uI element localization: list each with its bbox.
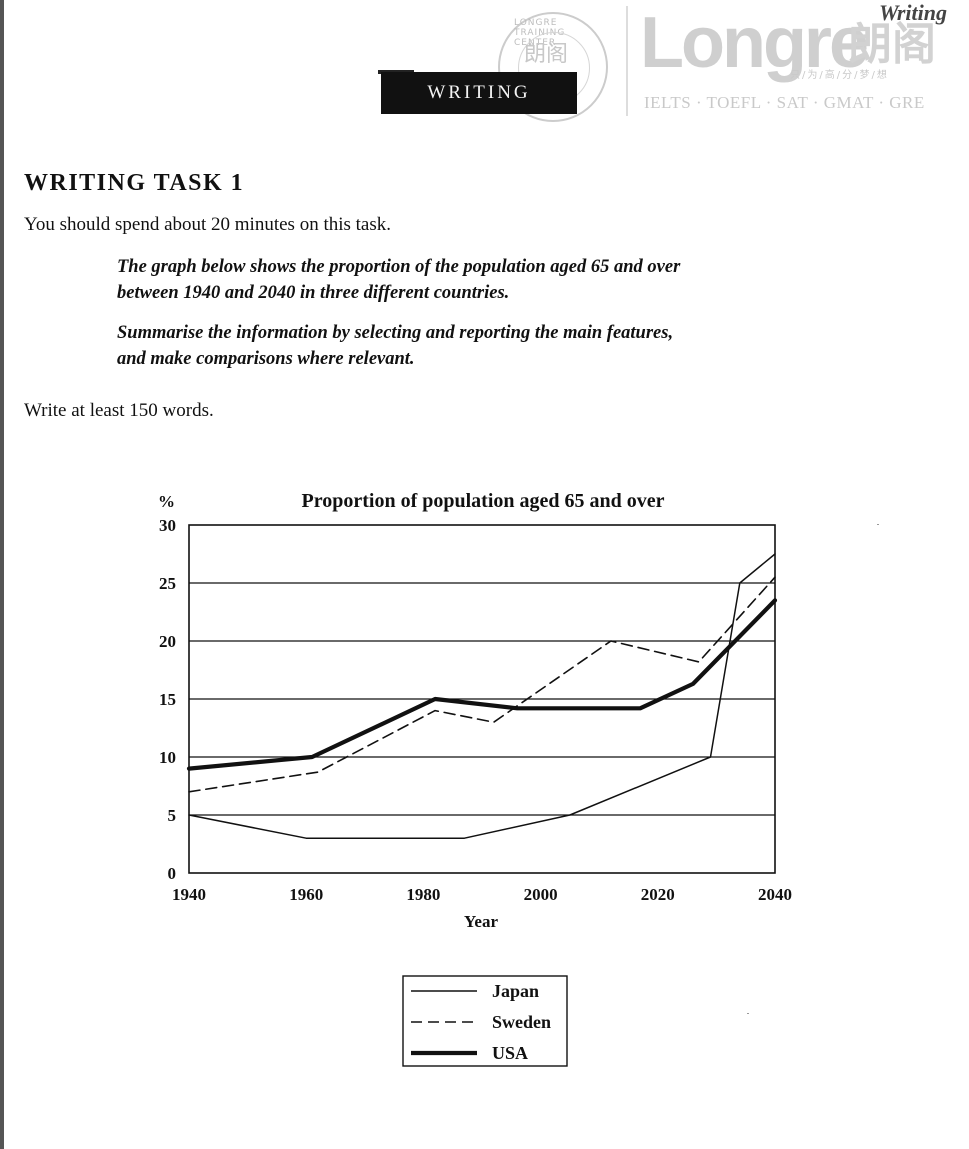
time-instruction: You should spend about 20 minutes on thi… — [24, 214, 392, 235]
y-tick-label: 25 — [159, 574, 176, 593]
chart-plot-area: 0 5 10 15 20 25 30 1940 1960 1980 2000 2020 2040 — [159, 516, 792, 904]
y-tick-label: 30 — [159, 516, 176, 535]
y-axis-unit-label: % — [158, 492, 175, 511]
x-tick-label: 1980 — [406, 885, 440, 904]
chart-legend: Japan Sweden USA — [402, 975, 568, 1067]
y-tick-label: 10 — [159, 748, 176, 767]
seal-character: 朗阁 — [524, 42, 569, 67]
y-tick-label: 0 — [168, 864, 177, 883]
task-prompt-description: The graph below shows the proportion of … — [117, 254, 857, 306]
scan-speck — [877, 524, 879, 525]
x-tick-label: 2000 — [524, 885, 558, 904]
chart-title: Proportion of population aged 65 and ove… — [302, 490, 665, 512]
series-line-japan — [188, 553, 776, 839]
legend-label-japan: Japan — [492, 981, 539, 1001]
prompt-line: and make comparisons where relevant. — [117, 349, 415, 369]
brand-slogan: 只/为/高/分/梦/想 — [790, 70, 889, 81]
task-prompt-instruction: Summarise the information by selecting a… — [117, 320, 857, 372]
plot-frame — [188, 524, 776, 874]
x-tick-label: 1940 — [172, 885, 206, 904]
brand-chinese-name: 朗阁 — [848, 19, 936, 70]
legend-label-usa: USA — [492, 1043, 528, 1063]
prompt-line: between 1940 and 2040 in three different… — [117, 283, 510, 303]
x-axis-label: Year — [464, 912, 498, 931]
legend-label-sweden: Sweden — [492, 1012, 551, 1032]
scan-speck — [747, 1013, 749, 1014]
x-tick-label: 2020 — [641, 885, 675, 904]
watermark-divider — [626, 6, 628, 116]
y-tick-label: 20 — [159, 632, 176, 651]
brand-test-list: IELTS · TOEFL · SAT · GMAT · GRE — [644, 93, 925, 112]
task-title: WRITING TASK 1 — [24, 170, 245, 196]
x-tick-label: 1960 — [289, 885, 323, 904]
series-line-sweden — [188, 576, 776, 793]
training-center-seal: LONGRE TRAINING CENTER 朗阁 — [498, 12, 608, 122]
y-tick-label: 5 — [168, 806, 177, 825]
section-banner: WRITING — [381, 72, 577, 114]
prompt-line: Summarise the information by selecting a… — [117, 323, 674, 343]
section-running-head: Writing — [878, 0, 947, 25]
series-line-usa — [186, 598, 778, 771]
word-requirement: Write at least 150 words. — [24, 400, 214, 421]
y-tick-label: 15 — [159, 690, 176, 709]
page-left-edge — [0, 0, 4, 1149]
prompt-line: The graph below shows the proportion of … — [117, 257, 681, 277]
brand-logo: Longre — [640, 3, 869, 83]
x-tick-label: 2040 — [758, 885, 792, 904]
